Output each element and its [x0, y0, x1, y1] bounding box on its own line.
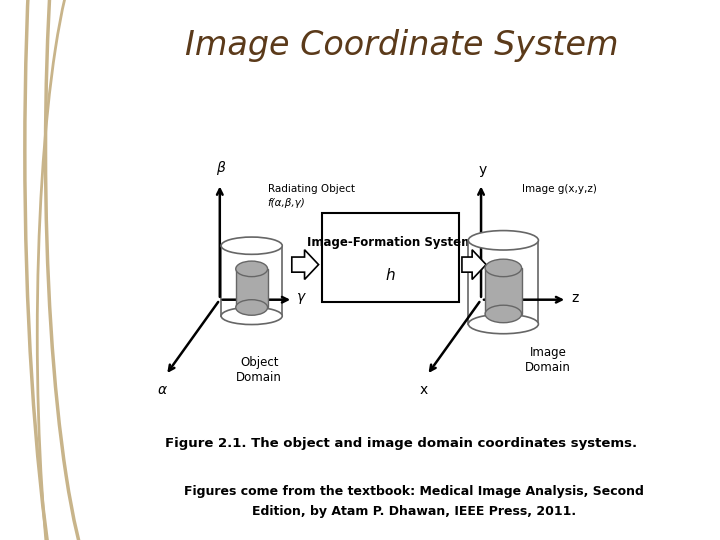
- Ellipse shape: [235, 261, 268, 276]
- Text: Figures come from the textbook: Medical Image Analysis, Second: Figures come from the textbook: Medical …: [184, 485, 644, 498]
- Text: $\alpha$: $\alpha$: [157, 383, 168, 397]
- Ellipse shape: [485, 259, 521, 276]
- Text: y: y: [478, 163, 487, 177]
- Text: Image g(x,y,z): Image g(x,y,z): [523, 184, 598, 194]
- Ellipse shape: [468, 231, 539, 250]
- Bar: [485, 268, 521, 314]
- Ellipse shape: [221, 307, 282, 325]
- Text: $\beta$: $\beta$: [216, 159, 226, 177]
- Bar: [221, 246, 282, 316]
- Text: $\gamma$: $\gamma$: [296, 291, 307, 306]
- Text: Object
Domain: Object Domain: [236, 356, 282, 384]
- FancyArrow shape: [462, 249, 486, 280]
- Ellipse shape: [221, 237, 282, 254]
- Text: Image
Domain: Image Domain: [525, 346, 571, 374]
- Text: f(α,β,γ): f(α,β,γ): [268, 198, 305, 208]
- FancyArrow shape: [292, 249, 318, 280]
- Text: Image Coordinate System: Image Coordinate System: [184, 29, 618, 63]
- Text: Figure 2.1. The object and image domain coordinates systems.: Figure 2.1. The object and image domain …: [166, 437, 637, 450]
- Bar: [235, 269, 268, 307]
- Text: z: z: [572, 291, 579, 305]
- Text: h: h: [385, 268, 395, 283]
- Text: Edition, by Atam P. Dhawan, IEEE Press, 2011.: Edition, by Atam P. Dhawan, IEEE Press, …: [252, 505, 576, 518]
- Text: Radiating Object: Radiating Object: [268, 184, 354, 194]
- Bar: [468, 240, 539, 324]
- Ellipse shape: [235, 300, 268, 315]
- Bar: [322, 213, 459, 302]
- Text: Image-Formation System: Image-Formation System: [307, 236, 473, 249]
- Ellipse shape: [485, 305, 521, 323]
- Ellipse shape: [468, 314, 539, 334]
- Text: x: x: [420, 383, 428, 397]
